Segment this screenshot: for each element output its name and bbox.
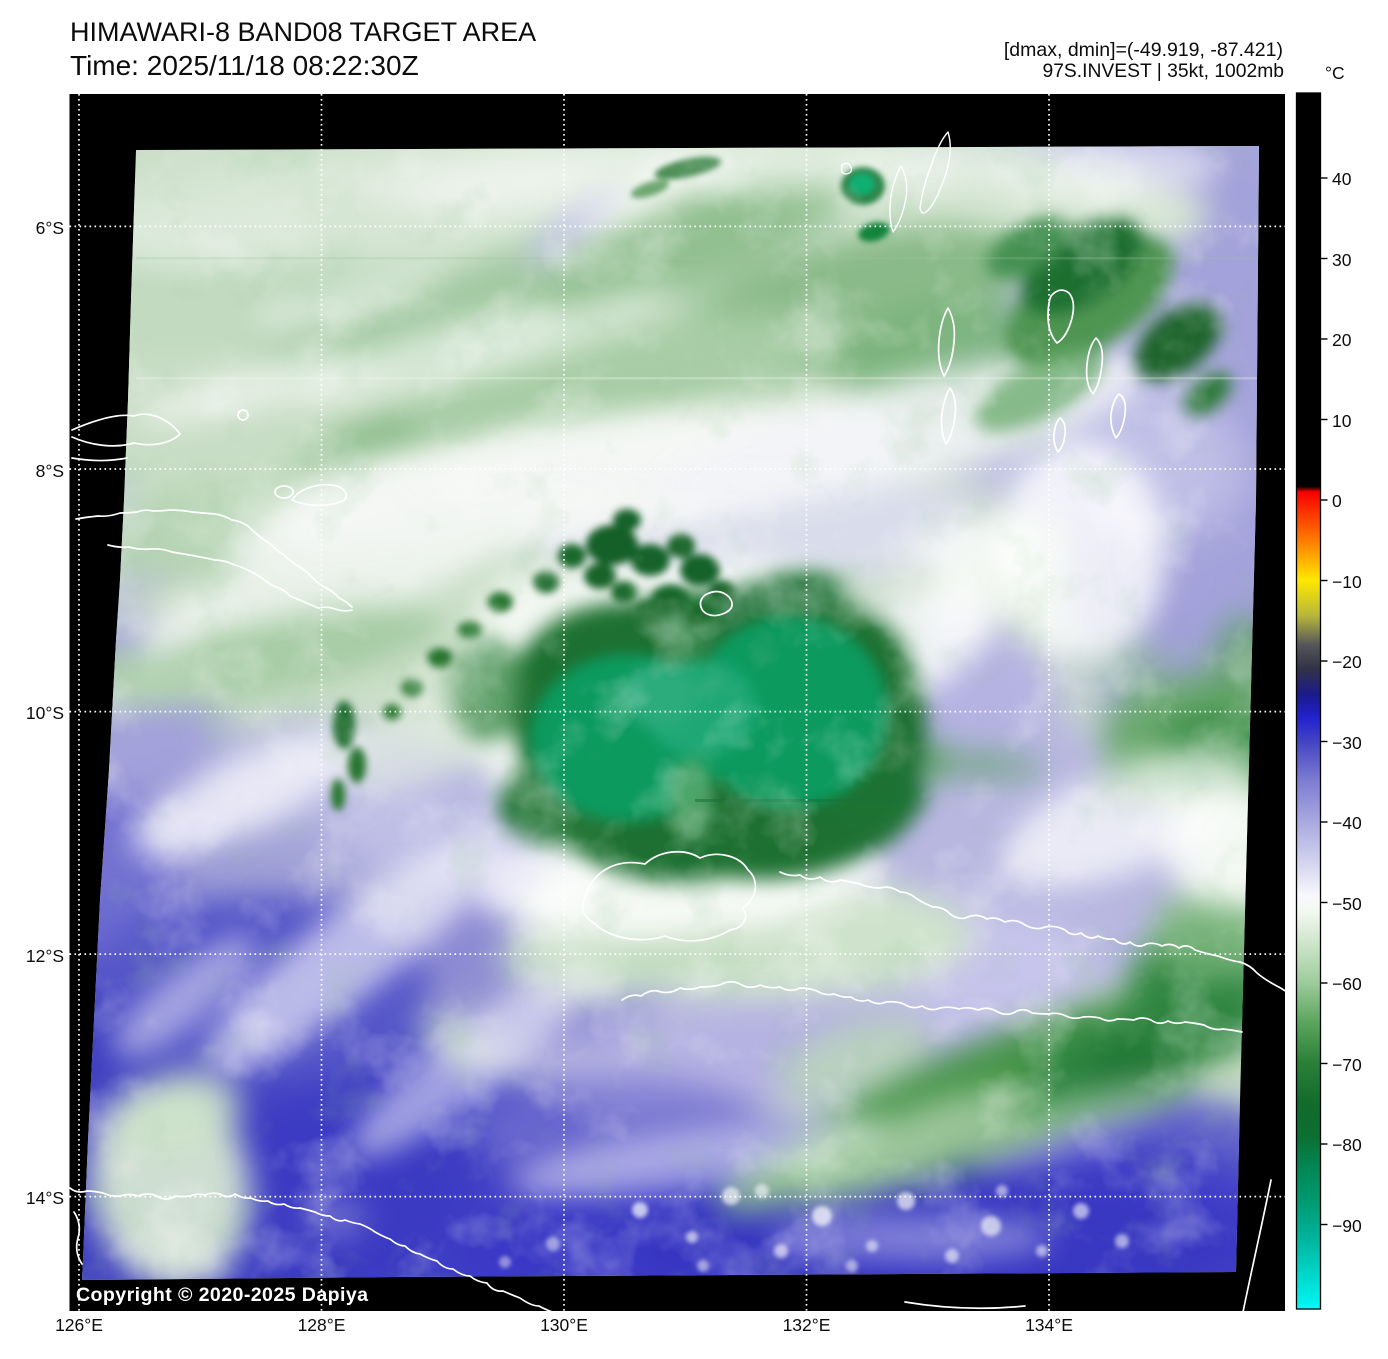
svg-text:Copyright © 2020-2025 Dapiya: Copyright © 2020-2025 Dapiya <box>76 1284 369 1306</box>
